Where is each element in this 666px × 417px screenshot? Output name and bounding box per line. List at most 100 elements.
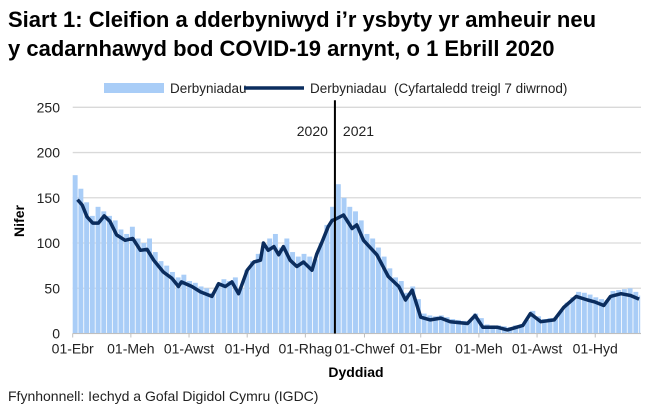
bar <box>318 243 324 334</box>
bar <box>129 226 135 334</box>
bar <box>587 294 593 334</box>
bar <box>421 313 427 334</box>
bar <box>513 325 519 334</box>
bar <box>518 324 524 334</box>
bar <box>204 288 210 334</box>
bar <box>358 220 364 334</box>
bar <box>238 288 244 334</box>
y-axis-ticks: 0 50 100 150 200 250 <box>37 99 61 341</box>
bar <box>244 270 250 334</box>
bar <box>152 252 158 334</box>
year-label-2021: 2021 <box>343 123 374 139</box>
bar <box>593 297 599 334</box>
bar <box>330 206 336 334</box>
bar <box>353 211 358 334</box>
bar <box>272 233 278 334</box>
bar <box>164 265 170 334</box>
bar <box>599 299 604 334</box>
bar <box>398 281 404 334</box>
bar <box>433 316 439 334</box>
bar <box>324 224 330 334</box>
bar <box>255 253 261 334</box>
bar <box>250 261 255 334</box>
y-tick-label: 50 <box>44 280 60 296</box>
bar <box>107 215 112 334</box>
y-axis-label: Nifer <box>11 205 27 237</box>
x-tick-label: 01-Rhag <box>279 341 333 357</box>
bar <box>473 313 479 334</box>
y-tick-label: 100 <box>37 235 61 251</box>
bar <box>547 318 553 334</box>
bar <box>261 247 267 334</box>
bar <box>530 310 536 334</box>
bar <box>341 197 347 334</box>
year-label-2020: 2020 <box>297 123 328 139</box>
bar <box>101 211 107 334</box>
x-tick-label: 01-Ebr <box>52 341 94 357</box>
x-axis-label: Dyddiad <box>328 364 383 380</box>
bar <box>295 256 301 334</box>
bar <box>135 238 141 334</box>
bar <box>410 286 416 334</box>
bar <box>581 292 587 334</box>
bar <box>169 271 175 334</box>
bar <box>484 324 490 334</box>
x-axis: 01-Ebr 01-Meh 01-Awst 01-Hyd 01-Rhag 01-Chwef… <box>52 333 641 357</box>
bar <box>375 247 381 334</box>
bar <box>210 292 215 334</box>
bar <box>192 282 198 334</box>
bar <box>570 297 576 334</box>
bar <box>558 310 564 334</box>
bar <box>524 319 530 334</box>
year-divider: 2020 2021 <box>297 100 374 334</box>
bar <box>536 316 542 334</box>
bar <box>604 300 610 334</box>
bar <box>541 319 547 334</box>
bar <box>124 233 130 334</box>
legend-label-bars: Derbyniadau <box>170 81 247 96</box>
bar <box>72 175 78 334</box>
bar <box>312 259 318 334</box>
bar <box>639 295 641 334</box>
bar <box>381 256 387 334</box>
chart-title-line-2: y cadarnhawyd bod COVID-19 arnynt, o 1 E… <box>8 36 555 61</box>
bar <box>450 319 456 334</box>
bar <box>181 274 187 334</box>
bar <box>187 281 193 334</box>
y-tick-label: 250 <box>37 99 61 115</box>
bar <box>84 202 90 334</box>
bar <box>461 320 467 334</box>
bar <box>198 286 204 334</box>
bar <box>290 252 296 334</box>
bar <box>490 325 496 334</box>
x-tick-label: 01-Hyd <box>225 341 270 357</box>
bar <box>118 229 124 334</box>
bar <box>415 299 421 334</box>
bar <box>387 268 393 334</box>
chart-title-line-1: Siart 1: Cleifion a dderbyniwyd i’r ysby… <box>8 7 596 32</box>
bar <box>404 292 410 334</box>
bar <box>576 291 582 334</box>
bar <box>456 319 461 334</box>
bar <box>278 247 284 334</box>
bar <box>627 288 633 334</box>
bar <box>335 184 341 334</box>
x-tick-label: 01-Awst <box>512 341 562 357</box>
bar <box>370 238 376 334</box>
bar <box>564 302 570 334</box>
bar <box>307 256 313 334</box>
bar <box>616 290 622 334</box>
bar <box>347 206 353 334</box>
bar <box>141 243 147 334</box>
bar <box>438 315 444 334</box>
legend-swatch-bars <box>104 83 164 93</box>
x-tick-label: 01-Ebr <box>400 341 442 357</box>
bar <box>227 281 233 334</box>
bar <box>232 277 238 334</box>
y-tick-label: 150 <box>37 190 61 206</box>
bar <box>610 290 616 334</box>
bar <box>467 320 473 334</box>
bar <box>221 279 227 334</box>
bar <box>158 261 164 334</box>
bar <box>364 233 370 334</box>
